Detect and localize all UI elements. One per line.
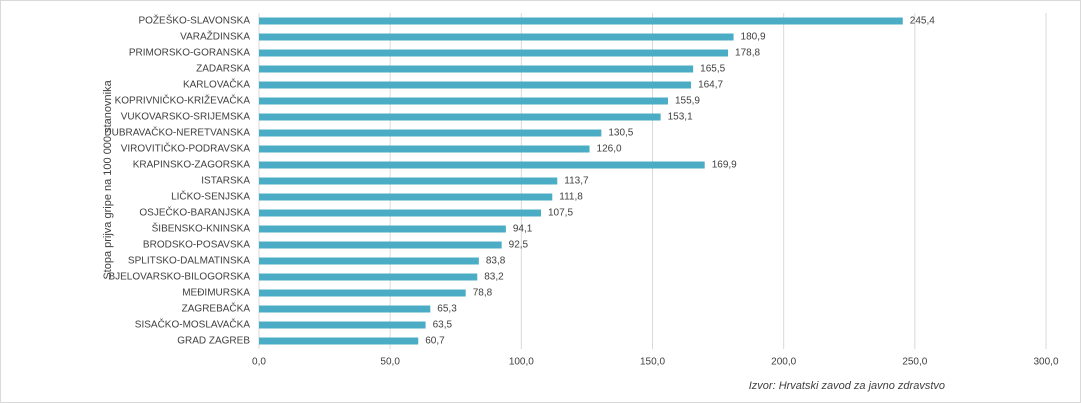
y-tick-label: VUKOVARSKO-SRIJEMSKA [121,112,251,123]
x-tick-label: 0,0 [252,357,266,368]
x-tick-label: 250,0 [902,357,927,368]
bar [259,273,478,281]
value-label: 60,7 [425,336,445,347]
value-label: 92,5 [509,240,529,251]
y-tick-label: OSJEČKO-BARANJSKA [139,206,250,219]
x-tick-label: 300,0 [1033,357,1058,368]
bar [259,257,479,265]
y-tick-label: VIROVITIČKO-PODRAVSKA [121,142,251,155]
value-label: 78,8 [473,288,493,299]
bar [259,193,553,201]
value-label: 83,2 [484,272,504,283]
value-label: 155,9 [675,96,700,107]
value-label: 130,5 [608,128,633,139]
bar [259,209,542,217]
x-tick-label: 50,0 [380,357,400,368]
y-tick-label: DUBRAVAČKO-NERETVANSKA [104,126,250,139]
value-label: 153,1 [668,112,693,123]
value-label: 65,3 [437,304,457,315]
value-label: 83,8 [486,256,506,267]
x-tick-label: 150,0 [640,357,665,368]
value-label: 63,5 [433,320,453,331]
y-tick-label: SPLITSKO-DALMATINSKA [128,256,250,267]
bar [259,337,419,345]
value-label: 113,7 [564,176,589,187]
value-label: 180,9 [741,32,766,43]
y-tick-label: KARLOVAČKA [183,78,250,91]
bar [259,65,694,73]
bar [259,49,729,57]
y-tick-label: SISAČKO-MOSLAVAČKA [135,318,251,331]
y-tick-label: MEĐIMURSKA [182,288,250,299]
bar [259,17,903,25]
y-tick-label: VARAŽDINSKA [180,30,250,43]
y-tick-label: ZADARSKA [196,64,250,75]
value-label: 178,8 [735,48,760,59]
bar [259,97,668,105]
value-label: 126,0 [597,144,622,155]
value-label: 169,9 [712,160,737,171]
y-tick-label: ŠIBENSKO-KNINSKA [152,222,251,235]
bar [259,81,692,89]
value-label: 94,1 [513,224,533,235]
y-tick-label: POŽEŠKO-SLAVONSKA [138,14,250,27]
y-tick-label: ISTARSKA [201,176,250,187]
x-tick-label: 200,0 [771,357,796,368]
y-tick-label: KOPRIVNIČKO-KRIŽEVAČKA [115,94,251,107]
bar [259,305,431,313]
y-tick-label: BJELOVARSKO-BILOGORSKA [108,272,250,283]
bar [259,161,705,169]
bar [259,289,466,297]
value-label: 165,5 [700,64,725,75]
y-axis-title: Stopa prijva gripe na 100 000 stanovnika [102,79,114,279]
bar [259,241,502,249]
y-tick-label: ZAGREBAČKA [182,302,251,315]
source-note: Izvor: Hrvatski zavod za javno zdravstvo [749,380,945,392]
value-label: 245,4 [910,16,935,27]
value-label: 107,5 [548,208,573,219]
y-tick-label: BRODSKO-POSAVSKA [143,240,250,251]
y-tick-label: GRAD ZAGREB [177,336,250,347]
bar [259,177,558,185]
bar [259,145,590,153]
bar [259,129,602,137]
y-tick-label: KRAPINSKO-ZAGORSKA [133,160,251,171]
bar [259,113,661,121]
value-label: 111,8 [559,192,583,203]
y-tick-label: PRIMORSKO-GORANSKA [129,48,250,59]
bar [259,33,734,41]
x-tick-label: 100,0 [509,357,534,368]
value-label: 164,7 [698,80,723,91]
bar [259,321,426,329]
bar [259,225,506,233]
y-tick-label: LIČKO-SENJSKA [171,190,250,203]
